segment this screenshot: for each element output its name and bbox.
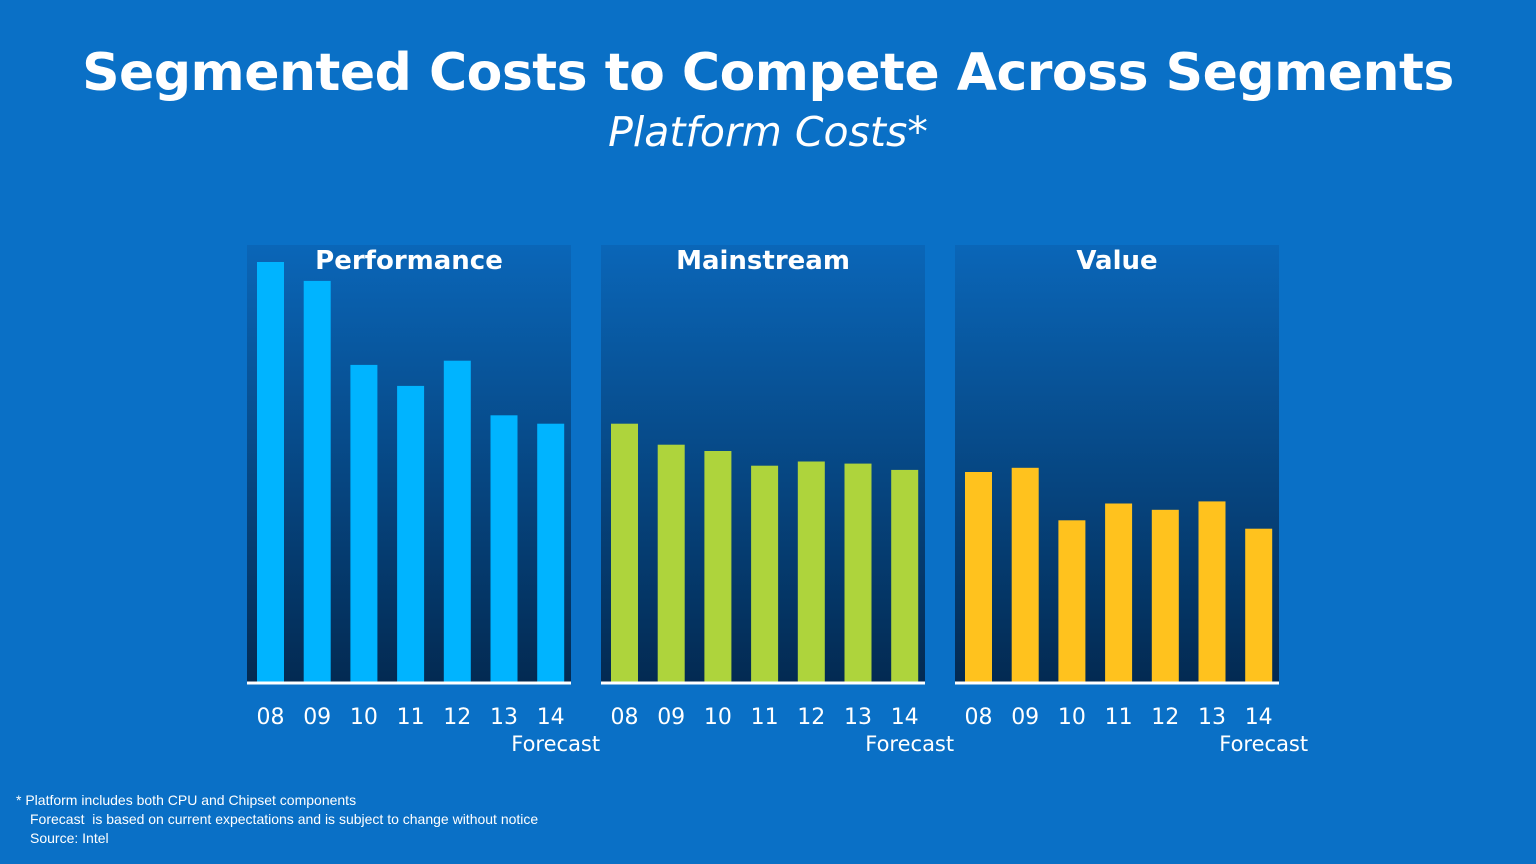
performance-bar-13 — [490, 415, 518, 682]
mainstream-panel-title: Mainstream — [676, 246, 850, 276]
mainstream-forecast-label: Forecast — [865, 732, 954, 756]
mainstream-bar-08 — [611, 423, 638, 682]
value-forecast-label: Forecast — [1219, 732, 1308, 756]
mainstream-bar-13 — [844, 463, 872, 682]
performance-tick-label-08: 08 — [257, 705, 285, 730]
mainstream-bar-14 — [891, 469, 919, 682]
value-tick-label-14: 14 — [1245, 705, 1273, 730]
mainstream-tick-label-14: 14 — [891, 705, 919, 730]
value-tick-label-13: 13 — [1198, 705, 1226, 730]
performance-bar-09 — [303, 280, 331, 682]
value-panel-title: Value — [1076, 246, 1157, 276]
footnote-platform: Platform includes both CPU and Chipset c… — [25, 792, 357, 808]
performance-tick-label-12: 12 — [443, 705, 471, 730]
value-tick-label-10: 10 — [1058, 705, 1086, 730]
mainstream-tick-label-13: 13 — [844, 705, 872, 730]
value-bar-14 — [1245, 528, 1273, 682]
performance-tick-label-09: 09 — [303, 705, 331, 730]
slide-subtitle: Platform Costs* — [608, 108, 928, 156]
slide-title: Segmented Costs to Compete Across Segmen… — [82, 43, 1454, 103]
performance-tick-label-13: 13 — [490, 705, 518, 730]
footnote-marker: * — [16, 792, 22, 808]
performance-bar-10 — [350, 364, 378, 682]
value-bar-08 — [965, 472, 992, 682]
mainstream-tick-label-08: 08 — [611, 705, 639, 730]
value-tick-label-12: 12 — [1151, 705, 1179, 730]
footnotes: * Platform includes both CPU and Chipset… — [16, 791, 538, 848]
footnote-source: Source: Intel — [30, 830, 109, 846]
performance-panel-title: Performance — [315, 246, 503, 276]
mainstream-bar-10 — [704, 451, 732, 682]
mainstream-bar-11 — [751, 465, 779, 682]
footnote-forecast: Forecast is based on current expectation… — [30, 811, 539, 827]
mainstream-bar-12 — [797, 461, 825, 682]
footnote-line-1: * Platform includes both CPU and Chipset… — [16, 791, 538, 810]
value-bar-13 — [1198, 501, 1226, 682]
mainstream-tick-label-10: 10 — [704, 705, 732, 730]
value-tick-label-08: 08 — [965, 705, 993, 730]
performance-forecast-label: Forecast — [511, 732, 600, 756]
value-bar-09 — [1011, 467, 1039, 682]
performance-tick-label-14: 14 — [537, 705, 565, 730]
performance-bar-08 — [257, 262, 284, 682]
value-bar-11 — [1105, 503, 1133, 682]
mainstream-tick-label-09: 09 — [657, 705, 685, 730]
value-bar-12 — [1151, 509, 1179, 682]
value-tick-label-09: 09 — [1011, 705, 1039, 730]
performance-bar-12 — [443, 360, 471, 682]
performance-bar-11 — [397, 385, 425, 682]
mainstream-tick-label-11: 11 — [751, 705, 779, 730]
value-tick-label-11: 11 — [1105, 705, 1133, 730]
mainstream-tick-label-12: 12 — [797, 705, 825, 730]
performance-bar-14 — [537, 423, 565, 682]
performance-tick-label-11: 11 — [397, 705, 425, 730]
mainstream-bar-09 — [657, 444, 685, 682]
value-bar-10 — [1058, 520, 1086, 682]
performance-tick-label-10: 10 — [350, 705, 378, 730]
